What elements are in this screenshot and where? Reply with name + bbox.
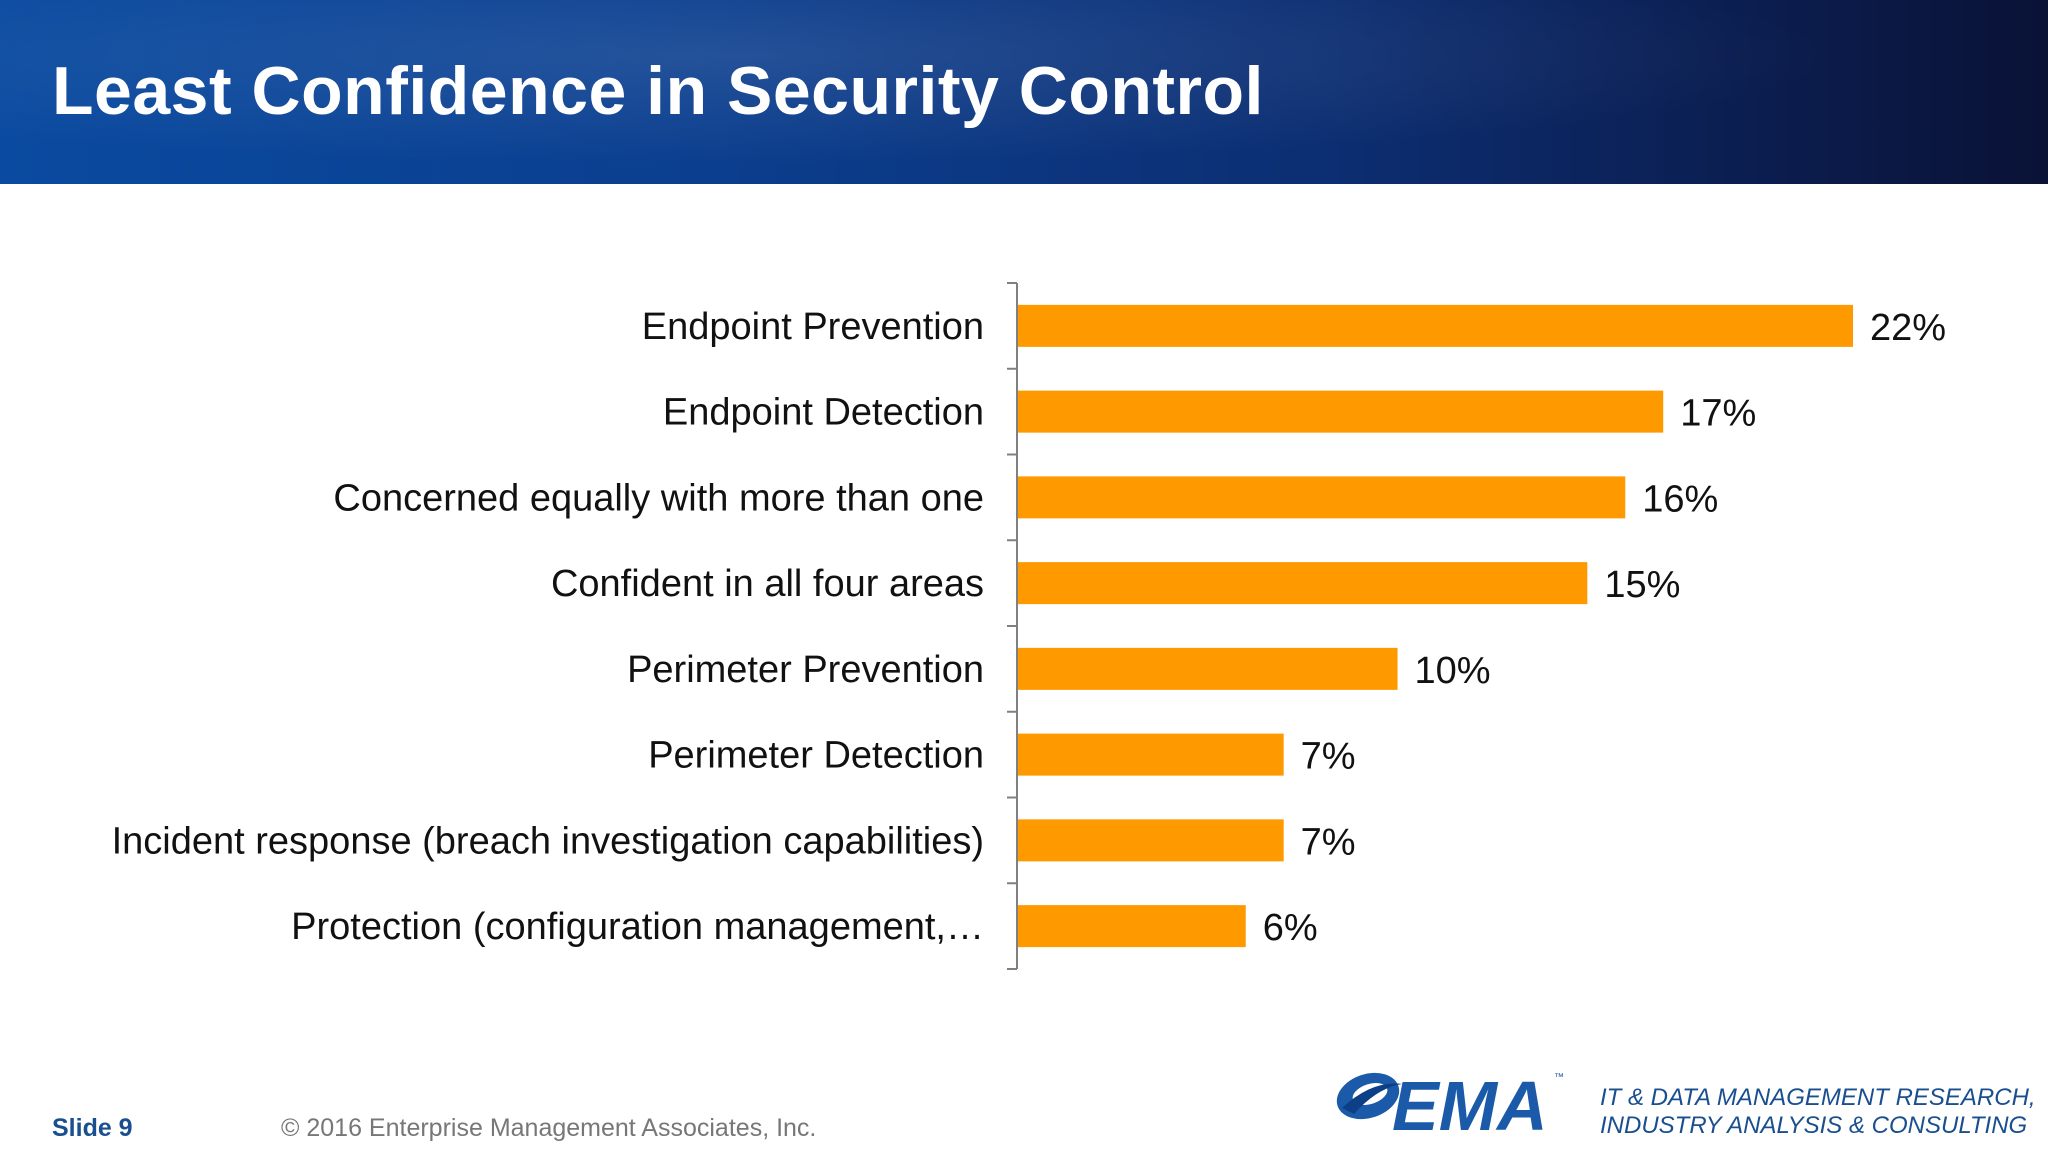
category-label: Endpoint Detection xyxy=(663,392,984,434)
category-label: Incident response (breach investigation … xyxy=(112,820,984,862)
value-label: 15% xyxy=(1604,564,1680,606)
value-label: 22% xyxy=(1870,307,1946,349)
bars-group xyxy=(1018,304,1853,948)
bar xyxy=(1018,476,1626,519)
value-label: 6% xyxy=(1263,907,1318,949)
category-axis xyxy=(1007,282,1018,970)
value-labels: 22% 17% 16% 15% 10% 7% 7% 6% xyxy=(1263,307,1946,949)
value-label: 7% xyxy=(1301,821,1356,863)
ema-swoosh-icon xyxy=(1336,1072,1402,1120)
value-label: 10% xyxy=(1415,650,1491,692)
value-label: 16% xyxy=(1642,478,1718,520)
bar xyxy=(1018,905,1246,948)
bar xyxy=(1018,819,1284,862)
slide-title: Least Confidence in Security Control xyxy=(52,53,1264,129)
bar xyxy=(1018,390,1664,433)
slide-number: Slide 9 xyxy=(52,1114,133,1142)
bar xyxy=(1018,647,1398,690)
category-label: Perimeter Detection xyxy=(648,735,984,777)
tagline-line-2: INDUSTRY ANALYSIS & CONSULTING xyxy=(1600,1112,2028,1139)
value-label: 7% xyxy=(1301,736,1356,778)
category-label: Endpoint Prevention xyxy=(642,306,984,348)
logo-wordmark: EMA xyxy=(1392,1067,1548,1138)
copyright-notice: © 2016 Enterprise Management Associates,… xyxy=(281,1114,817,1142)
title-banner: Least Confidence in Security Control xyxy=(0,0,2048,184)
bar xyxy=(1018,733,1284,776)
tagline-line-1: IT & DATA MANAGEMENT RESEARCH, xyxy=(1600,1084,2036,1111)
bar-chart: Endpoint Prevention Endpoint Detection Con… xyxy=(112,282,1946,970)
company-tagline: IT & DATA MANAGEMENT RESEARCH, INDUSTRY … xyxy=(1600,1084,2036,1140)
category-label: Perimeter Prevention xyxy=(627,649,984,691)
bar xyxy=(1018,562,1588,605)
category-labels: Endpoint Prevention Endpoint Detection Con… xyxy=(112,306,984,948)
bar xyxy=(1018,304,1853,347)
ema-logo: EMA ™ xyxy=(1336,1067,1564,1138)
category-label: Confident in all four areas xyxy=(551,563,984,605)
logo-trademark: ™ xyxy=(1554,1072,1564,1083)
category-label: Protection (configuration management,… xyxy=(291,906,984,948)
category-label: Concerned equally with more than one xyxy=(333,477,984,519)
value-label: 17% xyxy=(1680,393,1756,435)
